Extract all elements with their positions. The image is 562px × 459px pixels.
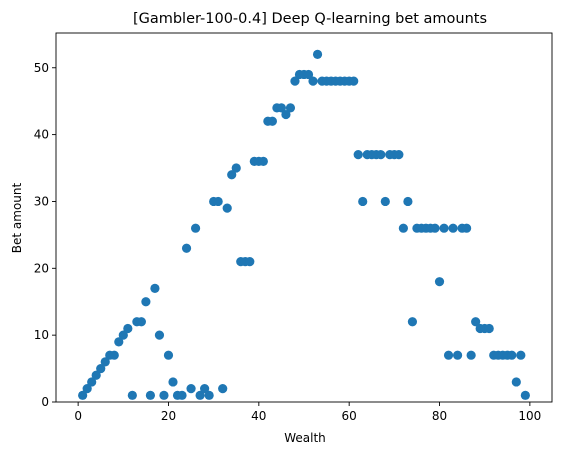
data-point (145, 390, 156, 400)
data-point (141, 297, 151, 307)
data-point (100, 357, 110, 367)
data-point (520, 390, 530, 400)
data-point (511, 377, 521, 387)
data-point (186, 384, 196, 394)
data-point (466, 350, 476, 360)
data-point (303, 69, 314, 80)
data-point (452, 350, 463, 360)
data-point (516, 350, 526, 360)
data-point (267, 116, 277, 126)
y-tick-label: 20 (34, 261, 49, 275)
data-point (376, 150, 386, 160)
data-point (258, 156, 268, 166)
data-point (484, 323, 494, 334)
data-point (82, 384, 92, 394)
data-point (96, 363, 106, 374)
data-point (358, 196, 368, 207)
y-tick-label: 0 (41, 395, 49, 409)
data-point (430, 223, 440, 233)
data-point (281, 109, 291, 120)
data-point (290, 76, 300, 86)
data-point (507, 350, 517, 360)
data-point (123, 323, 133, 334)
data-point (204, 390, 214, 400)
data-point (308, 76, 318, 86)
data-point (159, 390, 169, 400)
data-point (448, 223, 458, 233)
data-point (407, 317, 418, 327)
data-point (118, 330, 128, 340)
data-point (195, 390, 205, 400)
data-point (114, 337, 124, 347)
data-point (276, 103, 287, 113)
data-point (127, 390, 137, 400)
y-tick-label: 10 (34, 328, 49, 342)
data-point (163, 350, 174, 360)
x-tick-label: 20 (161, 409, 176, 423)
data-point (439, 223, 449, 233)
data-point (285, 103, 296, 113)
data-points (78, 49, 530, 400)
data-point (181, 243, 192, 253)
x-axis-label: Wealth (284, 431, 326, 445)
x-tick-label: 40 (251, 409, 266, 423)
data-point (312, 49, 323, 59)
data-point (91, 370, 101, 380)
x-tick-label: 80 (432, 409, 447, 423)
data-point (136, 317, 146, 327)
data-point (168, 377, 178, 387)
data-point (462, 223, 472, 233)
data-point (349, 76, 359, 86)
x-axis-ticks: 0 20 40 60 80 100 (74, 402, 541, 423)
x-tick-label: 0 (74, 409, 82, 423)
data-point (87, 377, 97, 387)
data-point (394, 150, 404, 160)
data-point (222, 203, 232, 213)
data-point (231, 163, 241, 173)
data-point (154, 330, 165, 340)
x-tick-label: 100 (518, 409, 541, 423)
data-point (403, 196, 413, 207)
data-point (380, 196, 390, 207)
y-tick-label: 50 (34, 61, 49, 75)
chart-title: [Gambler-100-0.4] Deep Q-learning bet am… (133, 11, 487, 27)
data-point (471, 317, 481, 327)
y-axis-ticks: 0 10 20 30 40 50 (34, 61, 56, 409)
data-point (227, 170, 237, 180)
data-point (109, 350, 119, 360)
data-point (200, 384, 210, 394)
data-point (353, 150, 363, 160)
data-point (398, 223, 408, 233)
data-point (245, 257, 255, 267)
data-point (150, 283, 160, 293)
data-point (177, 390, 187, 400)
data-point (434, 277, 445, 287)
data-point (443, 350, 454, 360)
y-axis-label: Bet amount (10, 182, 24, 253)
y-tick-label: 30 (34, 194, 49, 208)
data-point (213, 196, 223, 207)
plot-frame (55, 32, 553, 403)
data-point (78, 390, 88, 400)
x-tick-label: 60 (342, 409, 357, 423)
data-point (218, 384, 228, 394)
y-tick-label: 40 (34, 128, 49, 142)
data-point (190, 223, 201, 233)
